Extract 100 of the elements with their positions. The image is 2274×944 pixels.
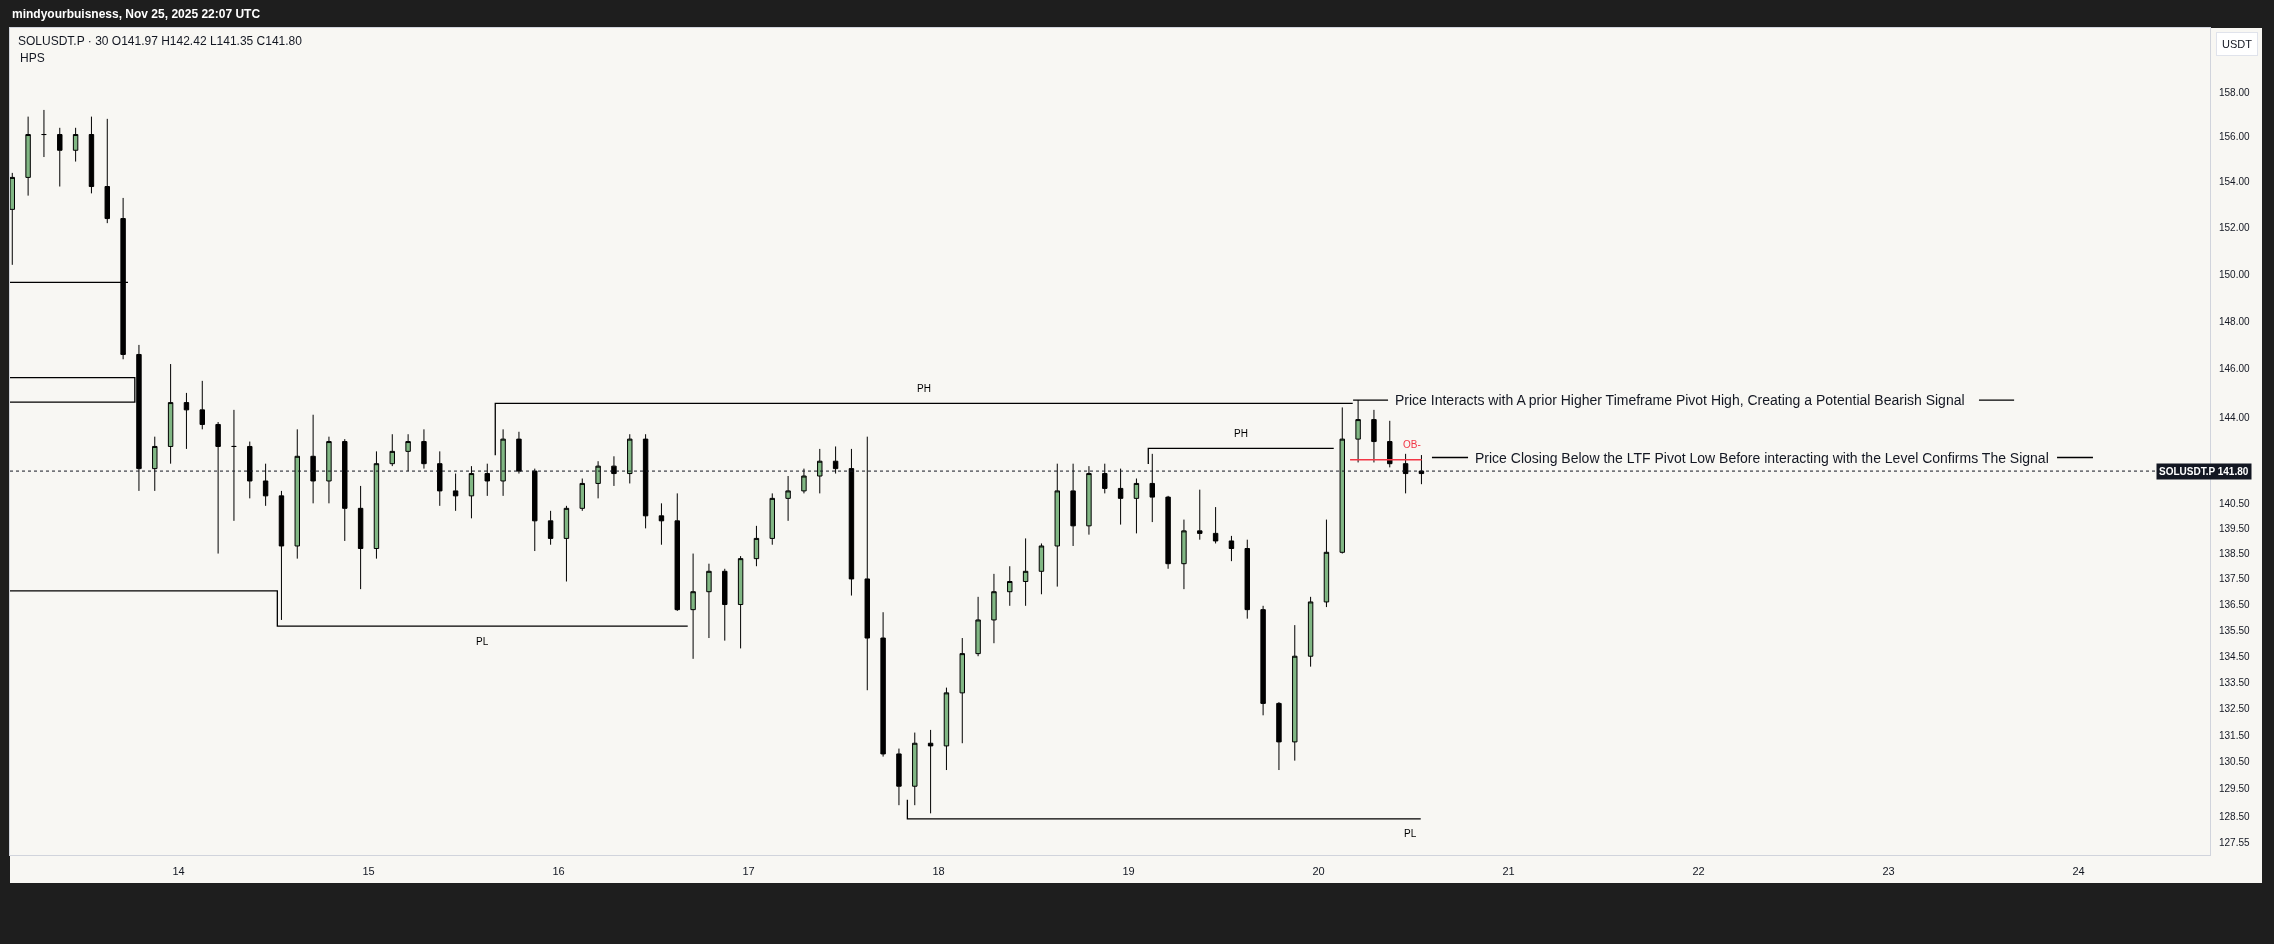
x-tick-label: 19 <box>1122 865 1135 878</box>
candlestick <box>1260 605 1266 716</box>
candlestick <box>611 455 617 487</box>
candlestick <box>690 553 696 660</box>
candlestick <box>927 729 934 814</box>
candlestick <box>959 637 965 744</box>
x-tick-label: 15 <box>362 865 375 878</box>
candlestick <box>1387 420 1393 468</box>
candlestick <box>41 109 47 158</box>
y-tick-label: 148.00 <box>2219 315 2251 327</box>
x-tick-label: 14 <box>172 865 185 878</box>
candlestick <box>532 468 538 552</box>
series-label: PL <box>1404 828 1417 839</box>
candlestick <box>215 421 221 555</box>
y-tick-label: 129.50 <box>2219 783 2251 795</box>
text: SOLUSDT.P · 30 O141.97 H142.42 L141.35 C141.80 <box>18 34 303 49</box>
candlestick <box>25 116 31 197</box>
candlestick <box>437 450 443 507</box>
candlestick <box>1102 463 1108 494</box>
candlestick <box>943 687 950 771</box>
candlestick <box>373 450 380 560</box>
y-tick-label: 154.00 <box>2219 176 2251 188</box>
series-label: PH <box>917 383 931 394</box>
candlestick <box>722 568 728 642</box>
candlestick <box>199 380 205 430</box>
candlestick <box>658 502 665 546</box>
candlestick <box>832 445 839 475</box>
candlestick <box>1007 565 1013 607</box>
candlestick <box>674 492 680 612</box>
x-tick-label: 23 <box>1882 865 1895 878</box>
y-tick-label: 152.00 <box>2219 222 2251 234</box>
x-tick-label: 24 <box>2072 865 2085 878</box>
candlestick <box>547 510 554 546</box>
candlestick <box>357 485 364 590</box>
candlestick <box>706 563 712 639</box>
candlestick <box>1292 624 1298 762</box>
candlestick <box>1371 409 1377 463</box>
candlestick <box>468 465 475 519</box>
candlestick <box>579 478 585 512</box>
y-tick-label: 137.50 <box>2219 573 2251 585</box>
candlestick <box>1402 453 1409 494</box>
y-tick-label: 138.50 <box>2219 548 2251 560</box>
x-tick-label: 20 <box>1312 865 1325 878</box>
y-tick-label: 128.50 <box>2219 810 2251 822</box>
x-tick-label: 21 <box>1502 865 1515 878</box>
candlestick <box>1323 519 1330 608</box>
candlestick <box>801 468 807 494</box>
x-tick-label: 22 <box>1692 865 1705 878</box>
candlestick <box>405 433 411 472</box>
candlestick <box>769 492 775 546</box>
ref-line-label: SOLUSDT.P 141.80 <box>2159 466 2249 477</box>
candlestick <box>1244 539 1250 620</box>
candlestick <box>10 172 15 266</box>
y-tick-label: 158.00 <box>2219 86 2251 98</box>
x-tick-label: 18 <box>932 865 945 878</box>
candlestick <box>1276 701 1282 771</box>
candlestick <box>500 428 506 497</box>
candlestick <box>389 433 395 467</box>
candlestick <box>1086 465 1092 536</box>
y-tick-label: 136.50 <box>2219 599 2251 611</box>
candlestick <box>1070 463 1076 547</box>
candlestick <box>421 428 427 470</box>
series-label: OB- <box>1403 439 1421 450</box>
candlestick <box>848 448 855 597</box>
candlestick <box>1418 454 1425 485</box>
candlestick <box>864 436 870 691</box>
candlestick <box>262 463 269 507</box>
y-tick-label: 146.00 <box>2219 363 2251 375</box>
candlestick <box>1022 537 1029 607</box>
x-tick-label: 16 <box>552 865 565 878</box>
y-axis-title: USDT <box>2222 38 2253 50</box>
y-tick-label: 144.00 <box>2219 411 2251 423</box>
candlestick <box>1038 542 1045 595</box>
y-tick-label: 139.50 <box>2219 522 2251 534</box>
candlestick <box>516 431 522 475</box>
y-tick-label: 127.55 <box>2219 836 2251 848</box>
y-tick-label: 133.50 <box>2219 676 2251 688</box>
y-tick-label: 140.50 <box>2219 497 2251 509</box>
candlestick <box>152 436 158 492</box>
candlestick <box>294 428 300 560</box>
candlestick <box>326 436 332 504</box>
candlestick <box>785 475 791 522</box>
candlestick <box>1212 506 1219 544</box>
candlestick <box>1228 535 1235 562</box>
candlestick <box>737 555 744 649</box>
candlestick <box>1054 463 1060 588</box>
candlestick <box>342 438 348 542</box>
candlestick <box>183 392 190 450</box>
candlestick <box>753 525 760 567</box>
candlestick <box>452 473 459 512</box>
y-tick-label: 150.00 <box>2219 268 2251 280</box>
series-label: PL <box>476 636 489 647</box>
candlestick <box>167 363 174 465</box>
candlestick <box>1307 596 1314 668</box>
candlestick <box>57 127 63 188</box>
candlestick <box>991 573 997 644</box>
candlestick <box>72 127 79 163</box>
candlestick <box>310 414 316 504</box>
text: HPS <box>20 51 45 65</box>
annotation: Price Interacts with A prior Higher Timeframe Pivot High, Creating a Potential Bearish Signal <box>1395 392 1965 408</box>
